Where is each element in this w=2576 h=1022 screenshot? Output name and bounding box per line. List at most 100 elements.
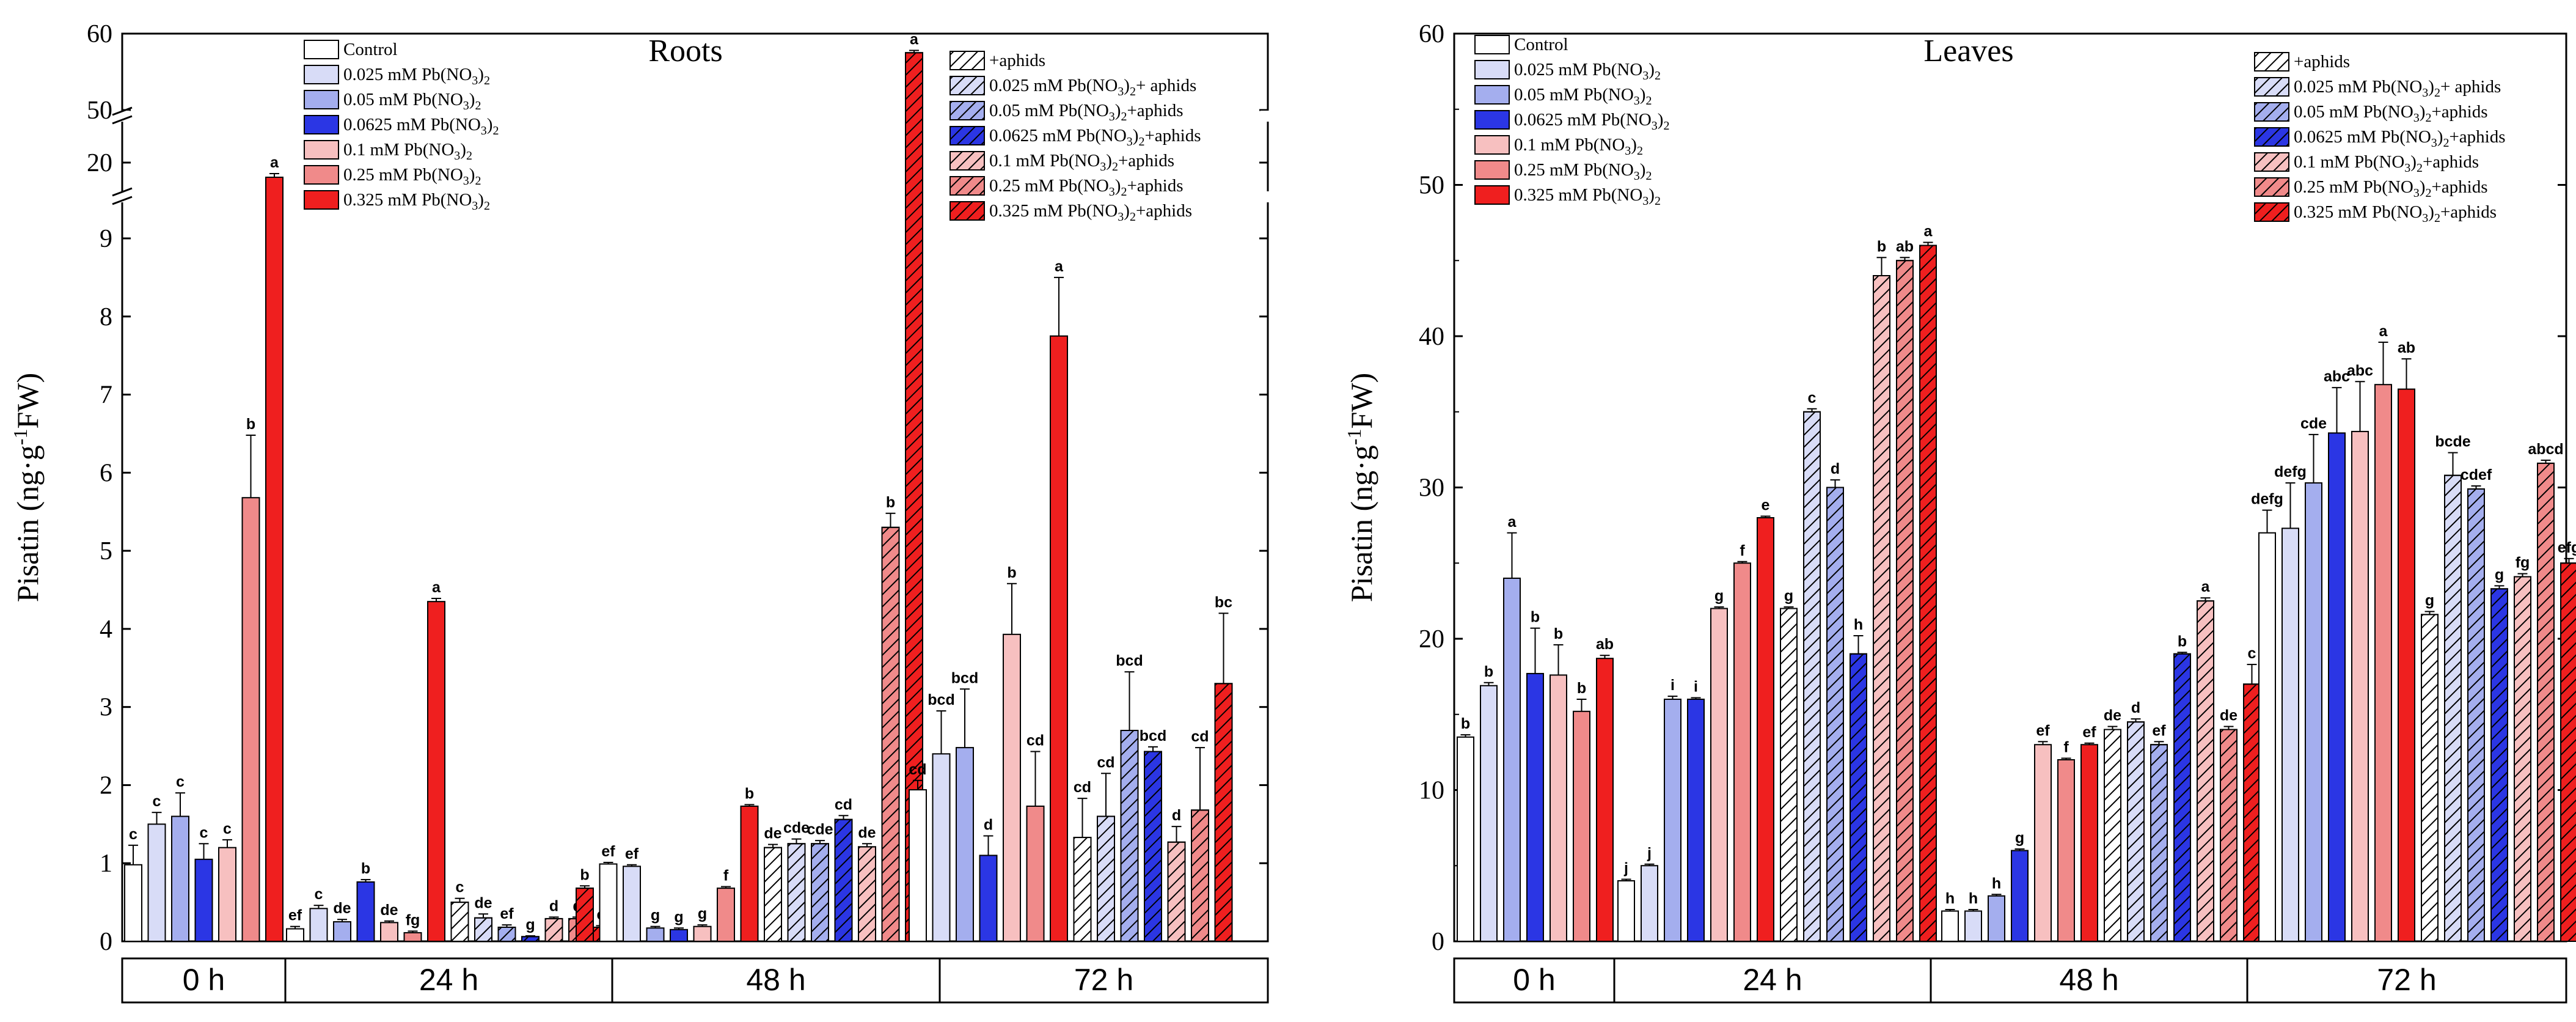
significance-label: h [1945,890,1955,907]
legend-right: +aphids 0.025 mM Pb(NO3)2+ aphids 0.05 mM … [950,51,1201,224]
significance-label: g [1784,587,1793,605]
y-tick-label: 7 [100,381,112,410]
y-tick-label: 50 [1419,172,1444,200]
time-point-label: 24 h [419,963,478,997]
significance-label: bcd [1116,652,1143,669]
significance-label: de [333,900,351,917]
significance-label: b [246,416,255,433]
bar [427,601,445,942]
bar [1503,578,1521,942]
significance-label: defg [2251,491,2283,508]
bar [241,497,260,942]
bar-hatch [1214,683,1233,943]
significance-label: b [1484,663,1493,680]
bar-hatch [544,917,563,943]
significance-label: de [380,902,398,919]
axis-break-mark [112,187,133,197]
significance-label: g [2425,592,2434,609]
time-point-label: 0 h [183,963,225,997]
bar [979,855,998,943]
significance-label: bcd [1140,727,1166,744]
legend-label: 0.025 mM Pb(NO3)2+ aphids [989,76,1196,98]
bar-hatch [2150,744,2168,942]
bar [1964,910,1982,942]
significance-label: cde [2300,415,2327,432]
bar-hatch [1191,809,1209,943]
significance-label: fg [2516,554,2530,572]
significance-label: cd [1097,754,1114,771]
legend-swatch-hatch [2254,177,2289,197]
legend-swatch-hatch [950,151,985,171]
time-axis-row [121,957,1269,1004]
legend-label: 0.025 mM Pb(NO3)2 [1514,60,1661,83]
bar-hatch [1780,608,1798,942]
legend-label: 0.1 mM Pb(NO3)2+aphids [989,151,1174,174]
bar [1526,672,1544,943]
significance-label: ef [2036,722,2050,739]
significance-label: ef [601,843,615,860]
significance-label: ef [2082,724,2096,741]
significance-label: d [2131,699,2140,716]
legend-label: 0.325 mM Pb(NO3)2 [343,190,490,213]
legend-label: 0.025 mM Pb(NO3)2 [343,65,490,87]
significance-label: b [1007,564,1016,581]
significance-label: g [2015,829,2024,847]
legend-swatch [1474,110,1510,130]
significance-label: abc [2347,362,2373,379]
y-tick-label: 5 [100,537,112,565]
significance-label: i [1670,677,1675,694]
significance-label: f [2063,739,2069,756]
bar [2281,528,2299,942]
bar [194,858,213,943]
significance-label: c [176,773,185,790]
bar-hatch [1873,275,1890,942]
significance-label: j [1647,845,1652,862]
time-point-label: 48 h [746,963,805,997]
bar-hatch [2127,721,2145,942]
significance-label: a [1055,258,1064,275]
legend-label: Control [1514,35,1568,54]
bar-hatch [787,843,806,943]
significance-label: ef [625,845,639,862]
bar [1596,658,1614,943]
legend-label: 0.0625 mM Pb(NO3)2+aphids [2294,127,2506,150]
significance-label: defg [2274,463,2307,480]
bar [380,922,398,943]
significance-label: b [1554,625,1563,642]
y-tick-label: 50 [87,97,112,125]
significance-label: c [153,793,161,810]
bar [1003,633,1021,943]
y-tick-label: 9 [100,225,112,253]
bar [2374,384,2392,942]
significance-label: abcd [2528,441,2563,458]
significance-label: de [2104,707,2121,724]
y-tick-label: 60 [1419,20,1444,48]
significance-label: h [1992,875,2001,892]
significance-label: d [1831,460,1840,477]
legend-label: 0.1 mM Pb(NO3)2 [343,140,472,163]
axis-break-gap [1261,191,1275,202]
panel-title: Roots [648,34,722,68]
significance-label: bc [1215,594,1232,611]
significance-label: c [456,879,464,896]
bar-hatch [811,843,829,943]
bar-hatch [474,917,492,942]
y-tick-label: 60 [87,20,112,48]
bar [2328,432,2346,942]
bar [932,753,951,943]
axis-break-gap [1261,111,1275,122]
bar [1641,865,1658,942]
significance-label: d [984,817,993,834]
y-tick-label: 20 [1419,625,1444,653]
legend-label: 0.05 mM Pb(NO3)2 [343,90,481,112]
significance-label: a [2379,323,2388,340]
bar-hatch [2514,576,2531,942]
significance-label: cdef [2461,466,2492,483]
legend-label: 0.025 mM Pb(NO3)2+ aphids [2294,77,2501,100]
significance-label: e [1762,497,1770,514]
bar [1941,910,1959,942]
bar-hatch [1097,815,1115,942]
y-axis-label: Pisatin (ng·g-1FW) [1343,373,1378,602]
significance-label: c [2248,645,2256,662]
